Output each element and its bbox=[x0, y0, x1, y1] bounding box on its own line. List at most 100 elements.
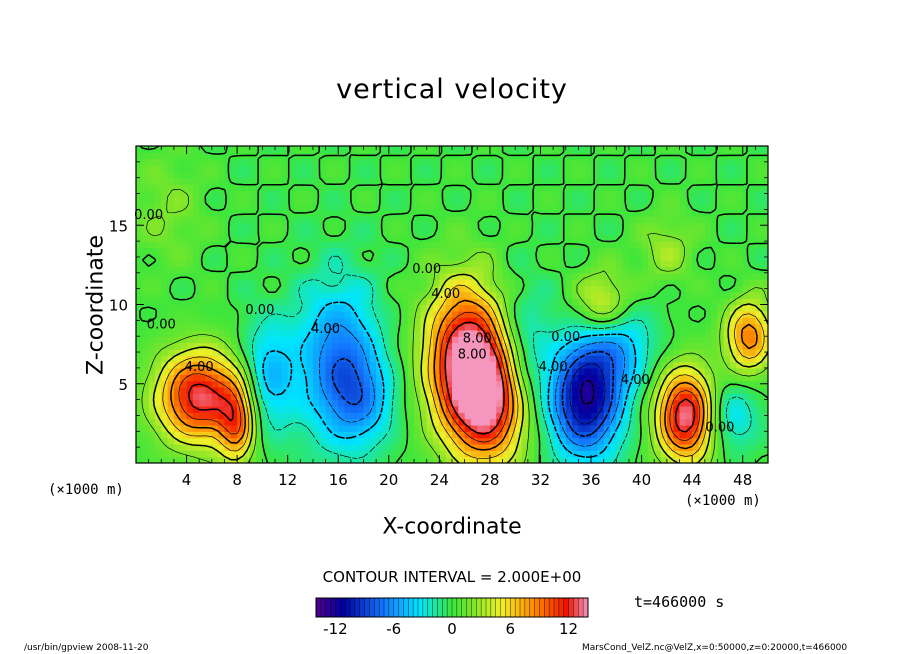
heat-cell bbox=[275, 291, 282, 299]
heat-cell bbox=[344, 222, 352, 230]
heat-cell bbox=[559, 329, 567, 337]
heat-cell bbox=[704, 241, 712, 249]
heat-cell bbox=[357, 405, 365, 413]
heat-cell bbox=[546, 412, 554, 420]
heat-cell bbox=[666, 253, 674, 261]
heat-cell bbox=[268, 291, 276, 299]
heat-cell bbox=[237, 247, 245, 255]
heat-cell bbox=[192, 285, 200, 293]
heat-cell bbox=[186, 304, 194, 312]
heat-cell bbox=[502, 456, 510, 463]
heat-cell bbox=[660, 380, 668, 388]
heat-cell bbox=[136, 399, 143, 407]
heat-cell bbox=[407, 190, 415, 198]
heat-cell bbox=[205, 177, 213, 185]
heat-cell bbox=[477, 310, 485, 318]
heat-cell bbox=[325, 203, 333, 210]
heat-cell bbox=[610, 203, 617, 210]
heat-cell bbox=[173, 184, 181, 191]
heat-cell bbox=[218, 196, 226, 204]
heat-cell bbox=[142, 171, 150, 179]
heat-cell bbox=[275, 260, 282, 268]
heat-cell bbox=[679, 298, 687, 306]
heat-cell bbox=[395, 228, 403, 236]
heat-cell bbox=[154, 152, 162, 160]
heat-cell bbox=[237, 190, 245, 198]
heat-cell bbox=[294, 171, 301, 179]
heat-cell bbox=[704, 222, 712, 230]
heat-cell bbox=[167, 380, 175, 388]
heat-cell bbox=[439, 291, 447, 299]
heat-cell bbox=[426, 234, 434, 242]
heat-cell bbox=[515, 348, 523, 356]
heat-cell bbox=[628, 412, 636, 420]
heat-cell bbox=[742, 323, 750, 331]
heat-cell bbox=[344, 171, 352, 179]
heat-cell bbox=[205, 412, 213, 420]
heat-cell bbox=[312, 266, 320, 274]
heat-cell bbox=[755, 241, 763, 249]
heat-cell bbox=[647, 424, 655, 432]
heat-cell bbox=[294, 361, 301, 369]
heat-cell bbox=[572, 399, 579, 407]
heat-cell bbox=[268, 146, 276, 153]
heat-cell bbox=[666, 209, 674, 217]
heat-cell bbox=[660, 247, 668, 255]
heat-cell bbox=[730, 424, 737, 432]
heat-cell bbox=[559, 374, 567, 382]
heat-cell bbox=[154, 298, 162, 306]
heat-cell bbox=[192, 209, 200, 217]
heat-cell bbox=[306, 361, 314, 369]
heat-cell bbox=[211, 393, 219, 401]
heat-cell bbox=[414, 215, 421, 223]
heat-cell bbox=[635, 298, 643, 306]
heat-cell bbox=[679, 424, 687, 432]
heat-cell bbox=[388, 222, 396, 230]
heat-cell bbox=[628, 177, 636, 185]
heat-cell bbox=[723, 342, 731, 350]
heat-cell bbox=[173, 329, 181, 337]
heat-cell bbox=[407, 203, 415, 210]
heat-cell bbox=[591, 158, 598, 166]
heat-cell bbox=[578, 165, 586, 172]
heat-cell bbox=[553, 424, 561, 432]
heat-cell bbox=[559, 342, 567, 350]
heat-cell bbox=[704, 171, 712, 179]
heat-cell bbox=[761, 272, 768, 280]
heat-cell bbox=[628, 437, 636, 445]
heat-cell bbox=[294, 260, 301, 268]
heat-cell bbox=[736, 253, 744, 261]
heat-cell bbox=[546, 247, 554, 255]
heat-cell bbox=[515, 424, 523, 432]
heat-cell bbox=[300, 456, 308, 463]
heat-cell bbox=[154, 177, 162, 185]
heat-cell bbox=[692, 291, 700, 299]
heat-cell bbox=[407, 146, 415, 153]
heat-cell bbox=[338, 247, 346, 255]
heat-cell bbox=[508, 272, 516, 280]
heat-cell bbox=[325, 323, 333, 331]
heat-cell bbox=[464, 399, 472, 407]
heat-cell bbox=[698, 361, 706, 369]
heat-cell bbox=[363, 241, 371, 249]
heat-cell bbox=[540, 355, 548, 363]
heat-cell bbox=[338, 412, 346, 420]
heat-cell bbox=[489, 304, 497, 312]
heat-cell bbox=[597, 367, 605, 375]
heat-cell bbox=[717, 374, 725, 382]
heat-cell bbox=[761, 405, 768, 413]
heat-cell bbox=[275, 380, 282, 388]
heat-cell bbox=[742, 431, 750, 439]
heat-cell bbox=[628, 291, 636, 299]
heat-cell bbox=[565, 215, 573, 223]
heat-cell bbox=[458, 412, 466, 420]
heat-cell bbox=[376, 443, 384, 451]
heat-cell bbox=[363, 437, 371, 445]
heat-cell bbox=[426, 285, 434, 293]
heat-cell bbox=[338, 361, 346, 369]
heat-cell bbox=[319, 374, 327, 382]
heat-cell bbox=[218, 222, 226, 230]
heat-cell bbox=[230, 399, 238, 407]
heat-cell bbox=[300, 424, 308, 432]
heat-cell bbox=[136, 393, 143, 401]
